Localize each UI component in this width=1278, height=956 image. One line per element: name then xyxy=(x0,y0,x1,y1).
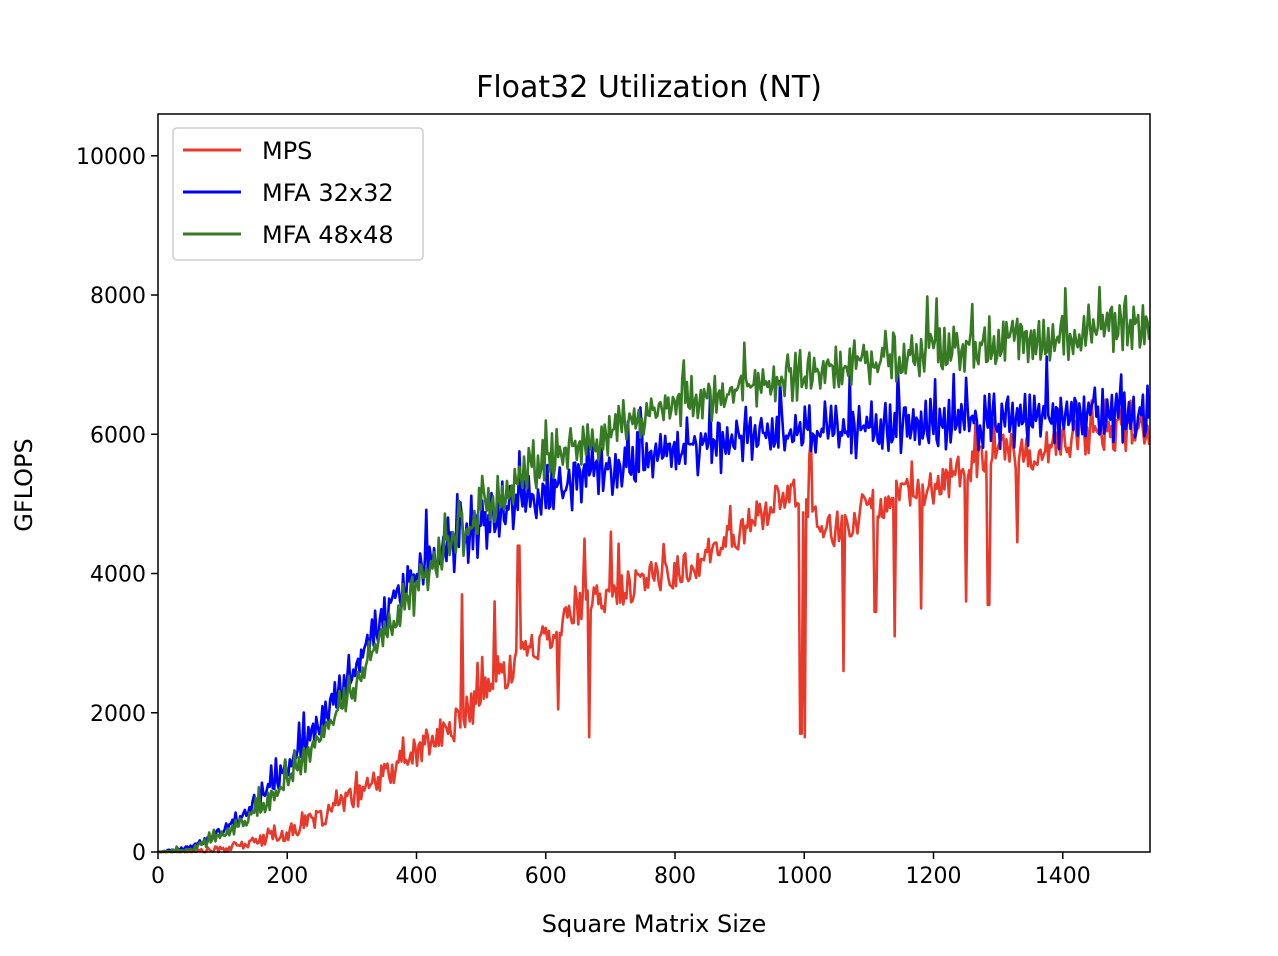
series-layer xyxy=(157,285,1151,854)
y-tick-label: 0 xyxy=(132,841,146,866)
x-tick-label: 1400 xyxy=(1035,864,1091,889)
x-tick-label: 200 xyxy=(266,864,308,889)
y-axis-label: GFLOPS xyxy=(10,438,38,532)
y-tick-label: 8000 xyxy=(90,284,146,309)
axis-ticks: 0 200 400 600 800 1000 1200 1400 0 2000 4000 6000 80… xyxy=(76,145,1091,889)
y-tick-label: 6000 xyxy=(90,423,146,448)
y-tick-label: 2000 xyxy=(90,702,146,727)
plot-frame xyxy=(157,113,1151,853)
x-tick-label: 400 xyxy=(396,864,438,889)
x-tick-label: 1200 xyxy=(906,864,962,889)
x-tick-label: 600 xyxy=(525,864,567,889)
series-mfa-48x48-line xyxy=(157,285,1151,854)
legend-label-mfa-48x48: MFA 48x48 xyxy=(262,221,394,249)
y-tick-label: 4000 xyxy=(90,563,146,588)
x-tick-label: 1000 xyxy=(776,864,832,889)
x-tick-label: 0 xyxy=(151,864,165,889)
chart-title: Float32 Utilization (NT) xyxy=(476,70,822,105)
legend-label-mps: MPS xyxy=(262,137,312,165)
series-mps-line xyxy=(158,398,1151,854)
legend-box xyxy=(172,127,424,261)
x-tick-label: 800 xyxy=(654,864,696,889)
legend: MPS MFA 32x32 MFA 48x48 xyxy=(172,127,424,261)
x-axis-label: Square Matrix Size xyxy=(542,910,767,938)
y-tick-label: 10000 xyxy=(76,145,146,170)
legend-label-mfa-32x32: MFA 32x32 xyxy=(262,179,394,207)
series-mfa-32x32-line xyxy=(157,355,1151,854)
